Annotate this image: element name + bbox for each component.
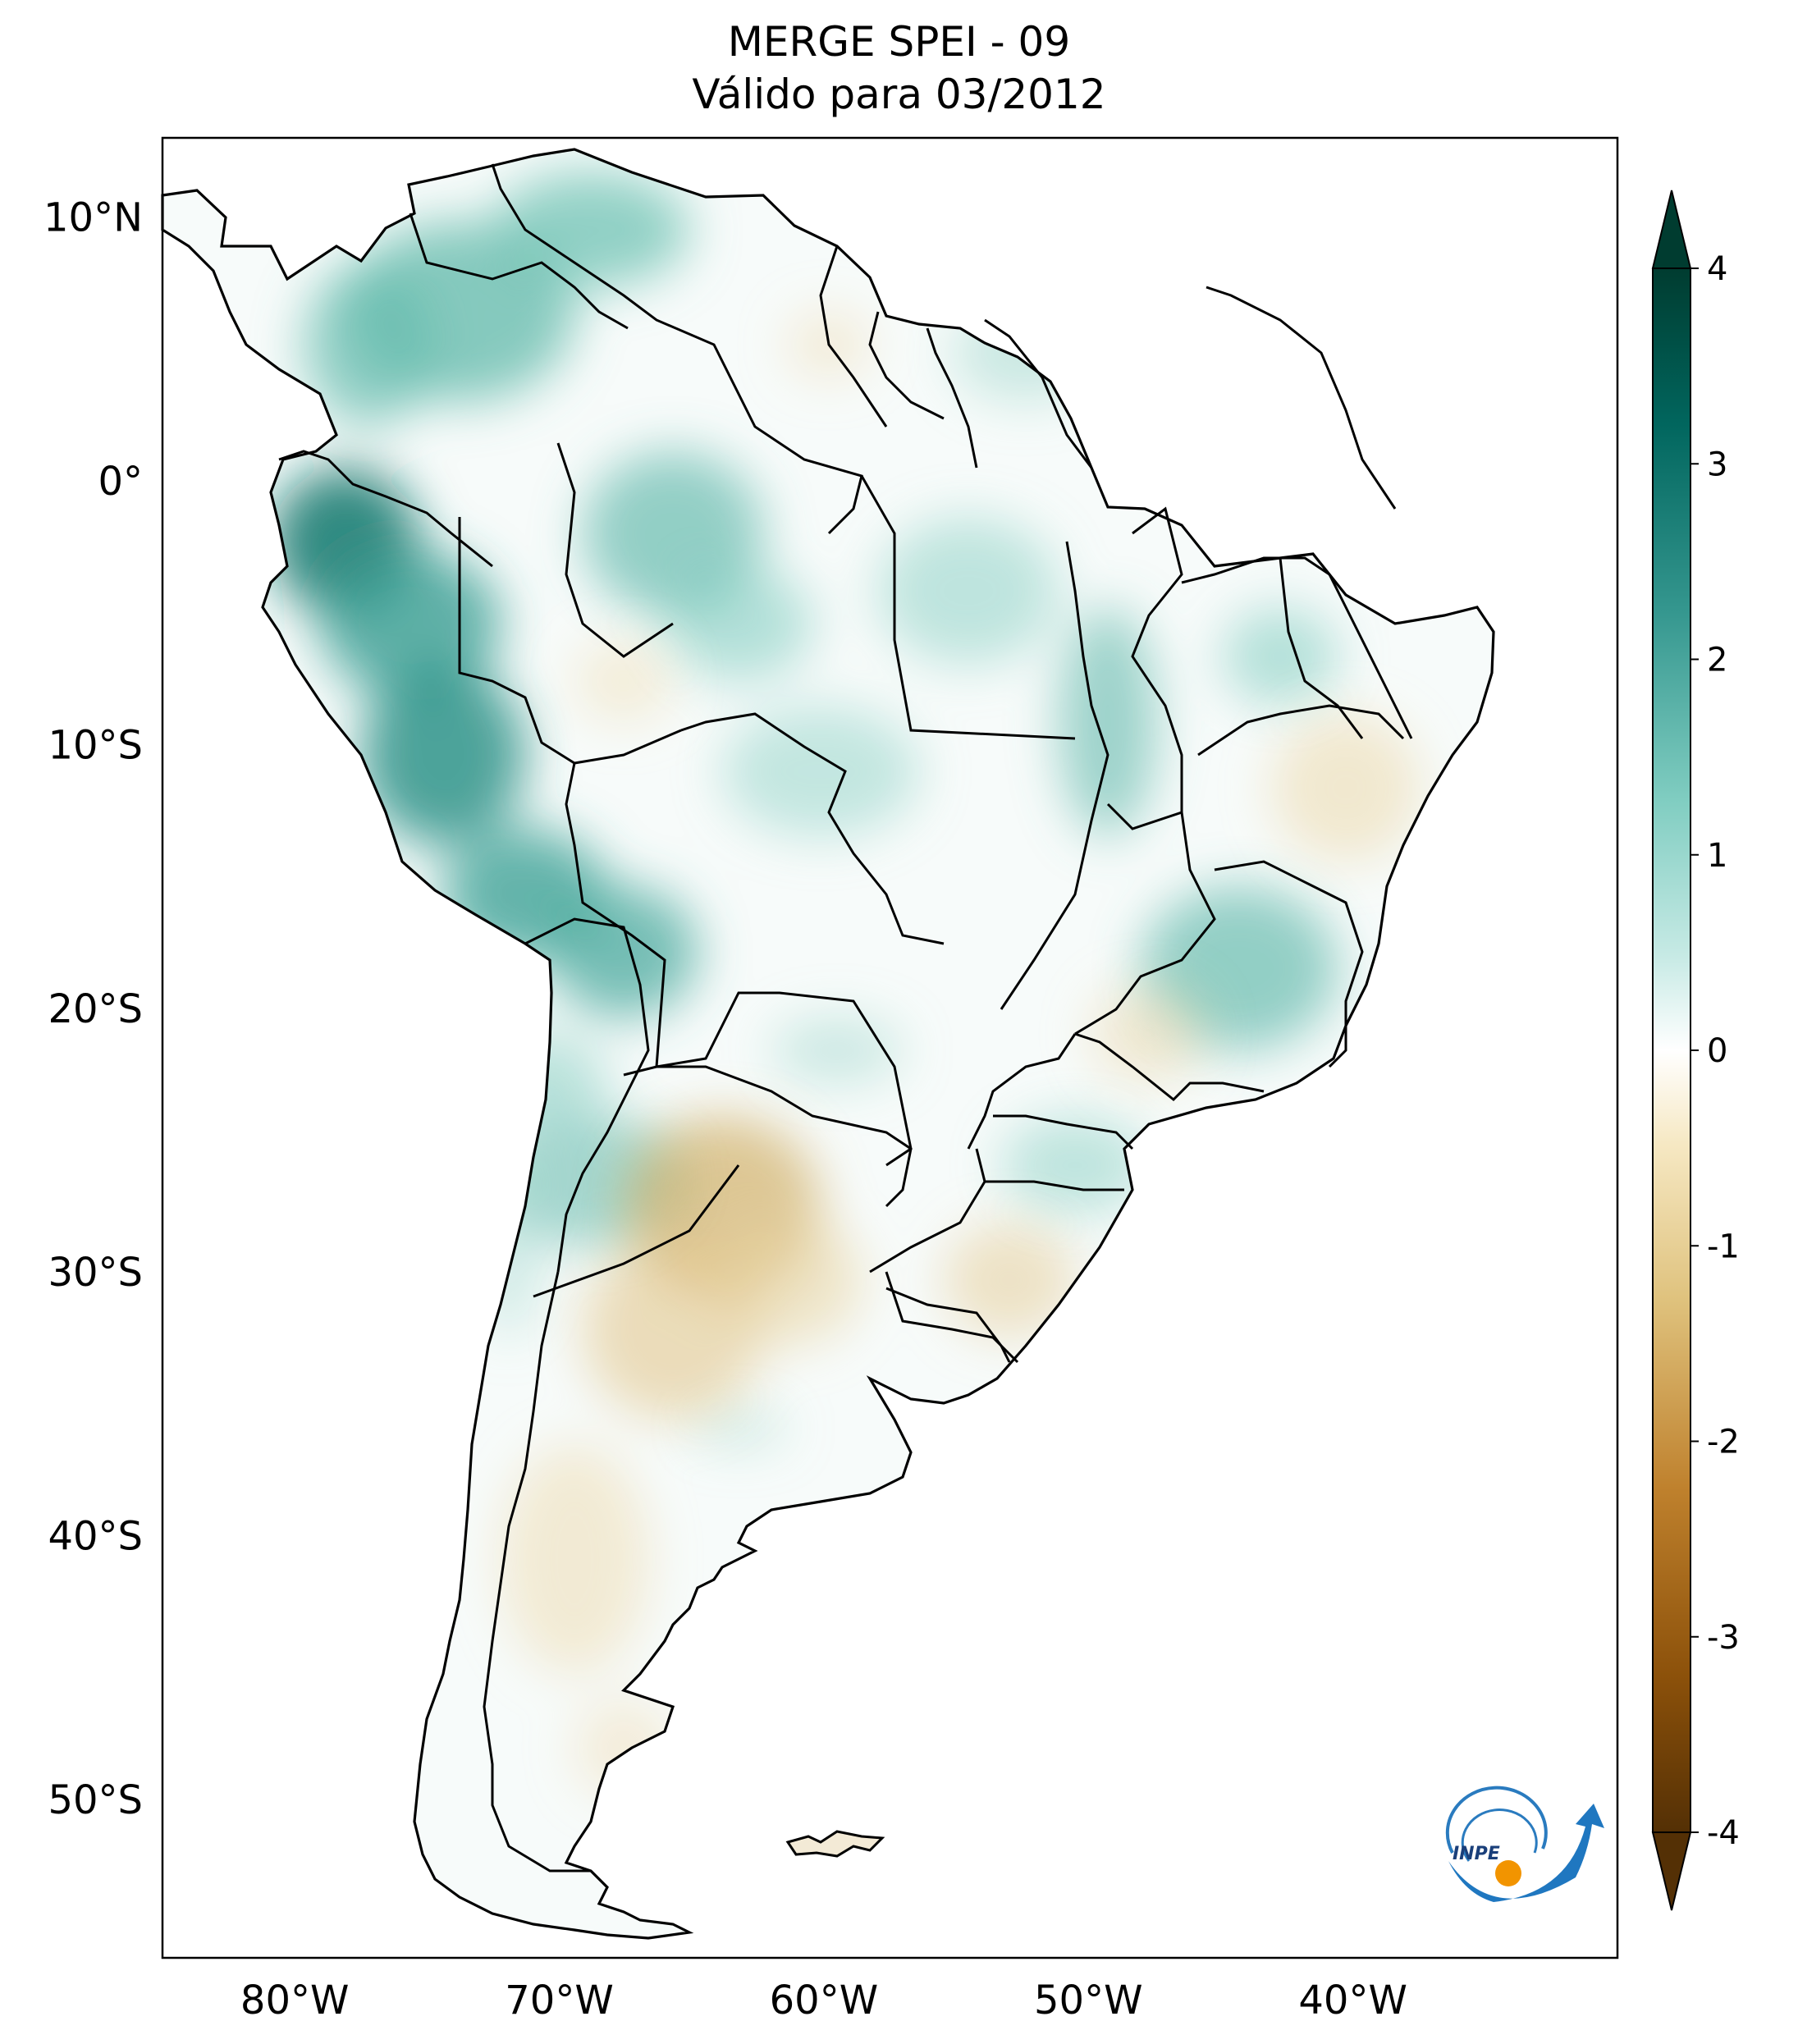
colorbar-gradient <box>1652 268 1691 1833</box>
map-frame <box>161 136 1619 1959</box>
lon-tick-label: 50°W <box>1034 1978 1143 2023</box>
colorbar-tick-label: -1 <box>1707 1228 1740 1265</box>
colorbar-ticks: 4 3 2 1 0 -1 -2 -3 -4 <box>1690 250 1740 1852</box>
colorbar-tick-label: -4 <box>1707 1814 1740 1852</box>
lat-tick-label: 10°N <box>43 194 143 240</box>
lat-tick-label: 30°S <box>48 1250 143 1296</box>
lon-tick-label: 40°W <box>1298 1978 1407 2023</box>
colorbar-tick-label: 2 <box>1707 642 1727 679</box>
political-borders <box>278 163 1413 1873</box>
colorbar-tick-label: -2 <box>1707 1424 1740 1461</box>
lat-tick-label: 0° <box>98 459 143 505</box>
lat-tick-label: 20°S <box>48 986 143 1032</box>
lon-tick-label: 80°W <box>240 1978 350 2023</box>
colorbar-tick-label: 1 <box>1707 837 1727 875</box>
lat-tick-label: 50°S <box>48 1777 143 1823</box>
colorbar: 4 3 2 1 0 -1 -2 -3 -4 <box>1651 190 1740 1911</box>
inpe-logo-text: INPE <box>1453 1844 1500 1864</box>
lat-tick-label: 10°S <box>48 722 143 768</box>
falkland-islands <box>785 1830 885 1858</box>
latitude-axis: 10°N 0° 10°S 20°S 30°S 40°S 50°S <box>43 194 143 1823</box>
colorbar-max-extension <box>1651 190 1692 269</box>
colorbar-tick-label: -3 <box>1707 1619 1740 1657</box>
lon-tick-label: 60°W <box>770 1978 879 2023</box>
colorbar-tick-label: 3 <box>1707 446 1727 483</box>
inpe-logo: INPE <box>1445 1786 1604 1902</box>
colorbar-tick-label: 4 <box>1707 250 1727 288</box>
map-title: MERGE SPEI - 09 <box>727 18 1071 66</box>
lat-tick-label: 40°S <box>48 1514 143 1560</box>
map-subtitle: Válido para 03/2012 <box>692 71 1106 118</box>
lon-tick-label: 70°W <box>505 1978 614 2023</box>
colorbar-tick-label: 0 <box>1707 1032 1727 1070</box>
longitude-axis: 80°W 70°W 60°W 50°W 40°W <box>240 1978 1407 2023</box>
colorbar-min-extension <box>1651 1831 1692 1911</box>
